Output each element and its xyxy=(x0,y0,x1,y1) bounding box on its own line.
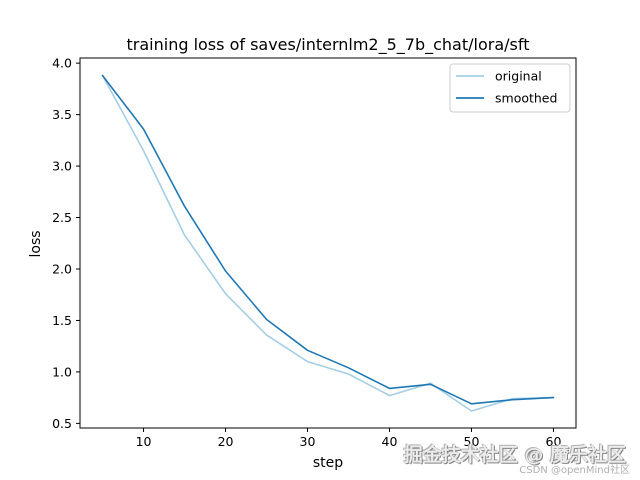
y-tick-label: 4.0 xyxy=(52,56,72,71)
x-axis-label: step xyxy=(313,455,343,471)
x-tick-label: 60 xyxy=(546,434,562,449)
y-tick-label: 2.0 xyxy=(52,261,72,276)
legend: original smoothed xyxy=(449,63,571,113)
series-line-smoothed xyxy=(101,74,555,405)
x-tick-label: 10 xyxy=(136,434,152,449)
watermark-sub: CSDN @openMind社区 xyxy=(519,465,630,476)
x-tick-label: 40 xyxy=(382,434,398,449)
chart-title: training loss of saves/internlm2_5_7b_ch… xyxy=(127,35,530,55)
x-tick-label: 20 xyxy=(218,434,234,449)
plot-frame xyxy=(79,57,577,429)
legend-label-original: original xyxy=(495,69,542,84)
series-line-original xyxy=(101,74,555,412)
y-tick-label: 3.0 xyxy=(52,159,72,174)
y-tick-label: 1.5 xyxy=(52,313,72,328)
y-tick-label: 3.5 xyxy=(52,107,72,122)
y-tick-label: 1.0 xyxy=(52,364,72,379)
x-tick-label: 30 xyxy=(300,434,316,449)
y-axis-label: loss xyxy=(28,230,44,257)
axis-ticks: 10 20 30 40 50 60 0.5 1.0 1.5 2.0 2.5 3.0 3.5 4.0 xyxy=(52,56,561,449)
x-tick-label: 50 xyxy=(464,434,480,449)
legend-label-smoothed: smoothed xyxy=(495,91,557,106)
series-lines xyxy=(101,74,555,412)
y-tick-label: 0.5 xyxy=(52,416,72,431)
watermark-main: 掘金技术社区 @ 魔乐社区 xyxy=(403,444,626,466)
y-tick-label: 2.5 xyxy=(52,210,72,225)
